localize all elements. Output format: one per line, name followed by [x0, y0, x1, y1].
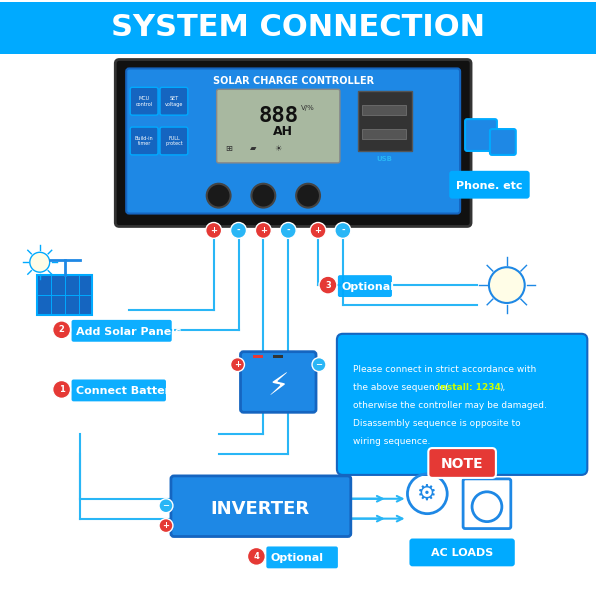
- FancyBboxPatch shape: [428, 448, 496, 478]
- Text: FULL
protect: FULL protect: [165, 136, 183, 146]
- FancyBboxPatch shape: [160, 127, 188, 155]
- Text: SYSTEM CONNECTION: SYSTEM CONNECTION: [111, 13, 485, 42]
- Circle shape: [159, 499, 173, 512]
- Text: Phone. etc: Phone. etc: [455, 181, 522, 191]
- Circle shape: [312, 358, 326, 371]
- Text: 1: 1: [59, 385, 65, 394]
- FancyBboxPatch shape: [71, 320, 172, 342]
- Text: ),: ),: [499, 383, 505, 392]
- Circle shape: [230, 223, 247, 238]
- Text: SET
voltage: SET voltage: [165, 96, 183, 107]
- FancyBboxPatch shape: [490, 129, 516, 155]
- Text: USB: USB: [377, 156, 392, 162]
- Text: +: +: [260, 226, 267, 235]
- Text: INVERTER: INVERTER: [211, 500, 310, 518]
- Circle shape: [230, 358, 244, 371]
- Text: MCU
control: MCU control: [136, 96, 152, 107]
- FancyBboxPatch shape: [130, 88, 158, 115]
- Text: -: -: [236, 226, 241, 235]
- Text: wiring sequence.: wiring sequence.: [353, 437, 430, 446]
- Text: AH: AH: [273, 125, 293, 137]
- Circle shape: [53, 321, 71, 339]
- Circle shape: [159, 518, 173, 533]
- FancyBboxPatch shape: [449, 171, 530, 199]
- Circle shape: [280, 223, 296, 238]
- FancyBboxPatch shape: [465, 119, 497, 151]
- FancyBboxPatch shape: [171, 476, 351, 536]
- FancyBboxPatch shape: [160, 88, 188, 115]
- Text: −: −: [316, 360, 323, 369]
- FancyBboxPatch shape: [362, 105, 406, 115]
- Circle shape: [256, 223, 271, 238]
- Text: NOTE: NOTE: [441, 457, 484, 471]
- Circle shape: [251, 184, 275, 208]
- Circle shape: [30, 252, 50, 272]
- FancyBboxPatch shape: [241, 352, 316, 412]
- Text: ▰: ▰: [250, 145, 257, 154]
- Text: otherwise the controller may be damaged.: otherwise the controller may be damaged.: [353, 401, 547, 410]
- Text: −: −: [163, 501, 169, 510]
- Text: +: +: [314, 226, 322, 235]
- FancyBboxPatch shape: [253, 355, 263, 358]
- Circle shape: [310, 223, 326, 238]
- Text: ⊞: ⊞: [225, 145, 232, 154]
- FancyBboxPatch shape: [126, 68, 460, 214]
- Text: ⚡: ⚡: [268, 372, 289, 401]
- Text: 4: 4: [253, 552, 259, 561]
- Circle shape: [53, 380, 71, 398]
- Circle shape: [319, 276, 337, 294]
- Text: 3: 3: [325, 281, 331, 290]
- Text: 2: 2: [59, 325, 65, 334]
- Circle shape: [489, 267, 525, 303]
- Text: Install: 1234: Install: 1234: [437, 383, 501, 392]
- Text: Disassembly sequence is opposite to: Disassembly sequence is opposite to: [353, 419, 520, 428]
- Text: +: +: [234, 360, 241, 369]
- Text: -: -: [341, 226, 344, 235]
- Text: +: +: [163, 521, 169, 530]
- FancyBboxPatch shape: [463, 479, 511, 529]
- Text: Optional: Optional: [342, 282, 395, 292]
- Text: Please connect in strict accordance with: Please connect in strict accordance with: [353, 365, 536, 374]
- Text: AC LOADS: AC LOADS: [431, 548, 493, 559]
- FancyBboxPatch shape: [217, 89, 340, 163]
- FancyBboxPatch shape: [362, 129, 406, 139]
- Text: ☀: ☀: [275, 145, 282, 154]
- FancyBboxPatch shape: [115, 59, 471, 226]
- FancyBboxPatch shape: [358, 91, 412, 151]
- Text: Connect Battery: Connect Battery: [76, 386, 177, 397]
- FancyBboxPatch shape: [130, 127, 158, 155]
- Circle shape: [206, 223, 221, 238]
- FancyBboxPatch shape: [337, 334, 587, 475]
- FancyBboxPatch shape: [37, 275, 92, 315]
- FancyBboxPatch shape: [338, 275, 392, 297]
- Text: Optional: Optional: [271, 553, 323, 563]
- Text: Build-in
timer: Build-in timer: [135, 136, 154, 146]
- FancyBboxPatch shape: [409, 539, 515, 566]
- Circle shape: [207, 184, 230, 208]
- Circle shape: [335, 223, 351, 238]
- Text: SOLAR CHARGE CONTROLLER: SOLAR CHARGE CONTROLLER: [212, 76, 374, 86]
- Text: V/%: V/%: [301, 105, 315, 111]
- Text: +: +: [210, 226, 217, 235]
- Circle shape: [296, 184, 320, 208]
- FancyBboxPatch shape: [266, 547, 338, 568]
- Text: 888: 888: [258, 106, 298, 126]
- FancyBboxPatch shape: [273, 355, 283, 358]
- Text: -: -: [286, 226, 290, 235]
- Text: Add Solar Panels: Add Solar Panels: [76, 327, 181, 337]
- FancyBboxPatch shape: [0, 2, 596, 53]
- FancyBboxPatch shape: [71, 380, 166, 401]
- Text: ⚙: ⚙: [418, 484, 437, 504]
- Text: the above sequence(: the above sequence(: [353, 383, 449, 392]
- Circle shape: [247, 547, 265, 565]
